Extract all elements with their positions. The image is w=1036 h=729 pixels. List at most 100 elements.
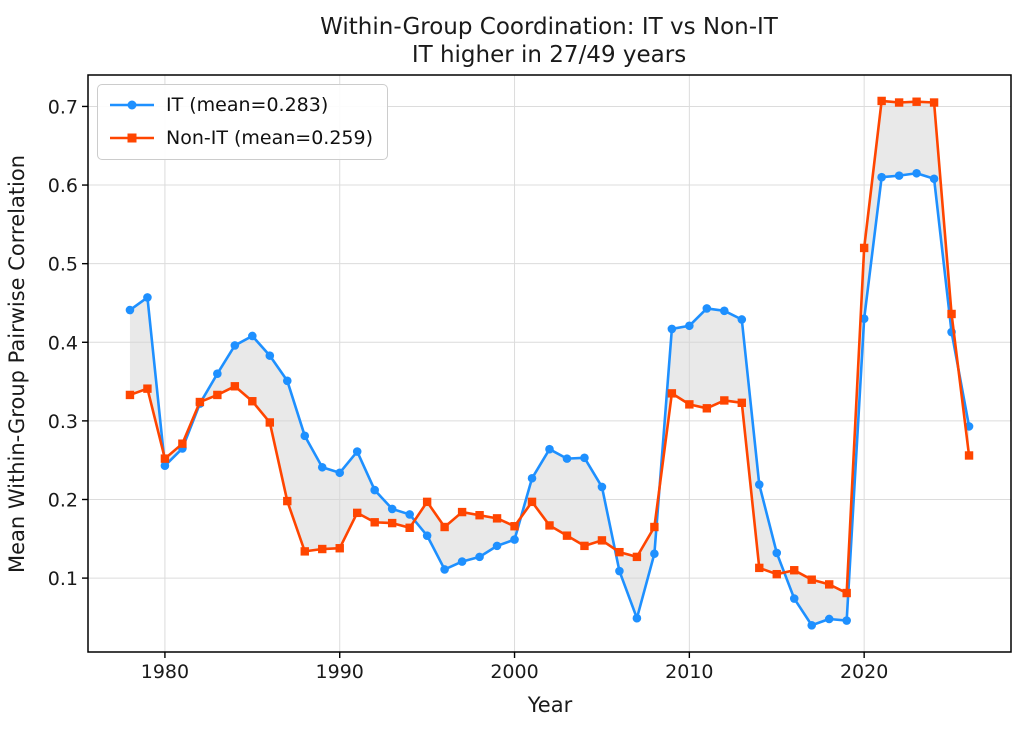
data-point-square: [353, 508, 362, 518]
data-point-square: [545, 521, 554, 530]
data-point-circle: [405, 510, 414, 519]
data-point-square: [562, 531, 572, 540]
data-point-circle: [440, 565, 449, 574]
data-point-square: [824, 580, 834, 589]
data-point-circle: [737, 315, 747, 324]
data-point-circle: [282, 376, 292, 386]
y-tick-label: 0.3: [48, 411, 78, 433]
y-axis-label: Mean Within-Group Pairwise Correlation: [5, 155, 29, 573]
data-point-circle: [807, 620, 817, 630]
it-line-marker-icon: [110, 100, 154, 110]
data-point-circle: [125, 305, 135, 315]
data-point-square: [580, 541, 589, 551]
x-tick-label: 1990: [316, 661, 364, 683]
chart-title-line2: IT higher in 27/49 years: [412, 42, 686, 68]
data-point-square: [685, 400, 694, 409]
data-point-circle: [702, 304, 712, 313]
data-point-circle: [720, 306, 729, 316]
plot-layers: 1980 1990 2000 2010 2020 0.1 0.2 0.3 0.4 0.5 0.6 0.…: [48, 74, 1012, 683]
data-point-square: [213, 390, 222, 400]
data-point-circle: [387, 504, 397, 514]
x-axis-label: Year: [527, 693, 573, 717]
data-point-square: [859, 243, 869, 253]
data-point-square: [842, 588, 851, 598]
data-point-circle: [300, 431, 310, 441]
data-point-circle: [248, 331, 257, 341]
data-point-square: [790, 566, 799, 575]
data-point-circle: [510, 535, 519, 544]
data-point-square: [929, 98, 939, 107]
fill-between-region: [129, 100, 970, 626]
data-point-circle: [527, 473, 537, 483]
data-point-circle: [580, 453, 589, 463]
data-point-square: [702, 404, 712, 413]
data-point-square: [667, 389, 677, 398]
data-point-circle: [632, 613, 642, 623]
data-point-circle: [352, 447, 362, 456]
data-point-square: [720, 396, 729, 405]
data-point-square: [755, 563, 764, 573]
chart-title-line1: Within-Group Coordination: IT vs Non-IT: [320, 14, 779, 40]
data-point-square: [492, 514, 502, 523]
y-tick-label: 0.4: [48, 332, 78, 354]
ticks: 1980 1990 2000 2010 2020 0.1 0.2 0.3 0.4 0.5 0.6 0.…: [48, 96, 889, 683]
data-point-square: [912, 97, 921, 106]
data-point-circle: [230, 341, 240, 350]
data-point-square: [230, 382, 240, 391]
data-point-square: [283, 496, 292, 506]
y-tick-label: 0.6: [48, 175, 78, 197]
data-point-circle: [772, 548, 782, 558]
data-point-square: [265, 418, 275, 427]
legend-label-it: IT (mean=0.283): [166, 94, 329, 116]
data-point-circle: [842, 616, 851, 625]
y-tick-label: 0.2: [48, 489, 78, 511]
data-point-circle: [475, 552, 484, 562]
x-tick-label: 1980: [141, 661, 189, 683]
data-point-circle: [894, 171, 904, 180]
data-point-circle: [754, 480, 764, 489]
data-point-circle: [317, 462, 327, 472]
data-point-circle: [143, 293, 152, 302]
plot-border: [87, 74, 1012, 653]
data-point-square: [947, 309, 956, 319]
data-point-circle: [562, 454, 572, 463]
y-tick-label: 0.1: [48, 568, 78, 590]
x-tick-label: 2020: [840, 661, 888, 683]
y-tick-label: 0.7: [48, 96, 78, 118]
data-point-square: [318, 544, 327, 554]
data-point-square: [964, 451, 974, 460]
data-point-square: [300, 547, 309, 556]
data-point-square: [650, 522, 659, 532]
data-point-square: [248, 397, 257, 406]
data-point-square: [894, 98, 904, 107]
it-series: [125, 168, 974, 630]
data-point-square: [457, 507, 467, 517]
data-point-square: [387, 518, 397, 528]
data-point-circle: [877, 172, 886, 182]
data-point-square: [510, 522, 519, 531]
y-tick-label: 0.5: [48, 254, 78, 276]
data-point-square: [772, 569, 781, 579]
data-point-circle: [545, 444, 554, 454]
non-it-series: [125, 96, 974, 598]
data-point-square: [160, 454, 170, 463]
data-point-square: [877, 96, 886, 106]
data-point-square: [125, 390, 135, 400]
data-point-square: [737, 398, 746, 408]
data-point-square: [615, 547, 624, 557]
legend-label-non-it: Non-IT (mean=0.259): [166, 127, 374, 149]
legend-item-it: IT (mean=0.283): [108, 92, 373, 118]
data-point-square: [807, 575, 816, 584]
data-point-square: [405, 523, 414, 532]
data-point-square: [422, 497, 432, 507]
data-point-square: [195, 397, 205, 407]
data-point-circle: [370, 485, 379, 495]
legend-item-non-it: Non-IT (mean=0.259): [108, 125, 373, 151]
data-point-square: [475, 511, 484, 520]
data-point-circle: [492, 541, 502, 551]
data-point-square: [597, 536, 607, 545]
data-point-square: [370, 518, 379, 527]
data-point-square: [440, 522, 449, 532]
